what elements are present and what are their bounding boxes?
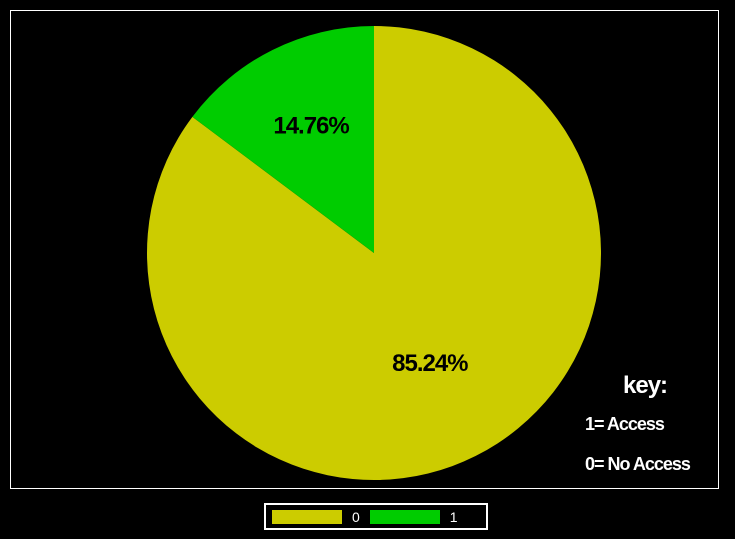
legend-item-1: 1 (369, 508, 458, 525)
legend-swatch-1 (369, 509, 440, 524)
legend-label-0: 0 (352, 508, 360, 525)
pie-slices (146, 26, 601, 480)
legend-label-1: 1 (449, 508, 458, 525)
pie-slice-0 (146, 26, 601, 480)
pie-slice-label-1: 14.76% (273, 112, 349, 139)
chart-legend: 0 1 (264, 503, 488, 530)
key-line-access: 1= Access (585, 414, 665, 434)
legend-item-0: 0 (272, 509, 360, 525)
key-title: key: (623, 372, 668, 399)
pie-slice-label-0: 85.24% (392, 350, 468, 377)
pie-slice-labels: 85.24% 14.76% (273, 112, 469, 377)
legend-swatch-0 (272, 509, 342, 524)
pie-slice-1 (192, 26, 374, 253)
key-line-no-access: 0= No Access (585, 454, 691, 474)
